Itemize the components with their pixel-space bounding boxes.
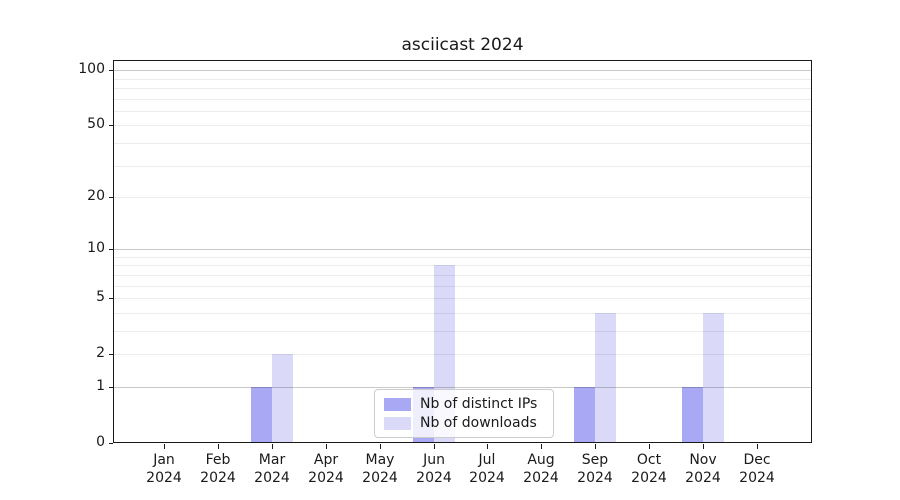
x-tick-jan	[164, 444, 165, 449]
gridline-7	[114, 275, 811, 276]
y-tick-label-100: 100	[78, 61, 105, 77]
y-tick-0	[109, 443, 113, 444]
x-tick-label-jul: Jul 2024	[469, 452, 505, 486]
y-tick-label-5: 5	[96, 289, 105, 305]
bar-distinct-ips-mar	[250, 386, 272, 442]
gridline-100	[114, 70, 811, 71]
y-tick-20	[109, 197, 113, 198]
legend-item-downloads: Nb of downloads	[384, 415, 544, 431]
y-tick-2	[109, 354, 113, 355]
gridline-4	[114, 313, 811, 314]
legend: Nb of distinct IPs Nb of downloads	[374, 389, 554, 438]
gridline-5	[114, 298, 811, 299]
legend-label-distinct-ips: Nb of distinct IPs	[420, 396, 538, 412]
bar-distinct-ips-sep	[574, 386, 596, 442]
y-tick-label-2: 2	[96, 345, 105, 361]
x-tick-label-apr: Apr 2024	[308, 452, 344, 486]
bar-distinct-ips-nov	[682, 386, 703, 442]
legend-label-downloads: Nb of downloads	[420, 415, 537, 431]
x-tick-label-sep: Sep 2024	[577, 452, 613, 486]
legend-swatch-downloads	[384, 416, 411, 430]
y-tick-10	[109, 249, 113, 250]
x-tick-label-feb: Feb 2024	[200, 452, 236, 486]
gridline-70	[114, 99, 811, 100]
y-tick-label-10: 10	[87, 240, 105, 256]
y-tick-label-50: 50	[87, 116, 105, 132]
x-tick-label-jun: Jun 2024	[416, 452, 452, 486]
y-tick-label-1: 1	[96, 378, 105, 394]
gridline-3	[114, 331, 811, 332]
x-tick-label-jan: Jan 2024	[146, 452, 182, 486]
x-tick-label-oct: Oct 2024	[631, 452, 667, 486]
gridline-6	[114, 286, 811, 287]
y-tick-label-0: 0	[96, 434, 105, 450]
legend-swatch-distinct-ips	[384, 397, 411, 411]
x-tick-nov	[703, 444, 704, 449]
y-tick-1	[109, 387, 113, 388]
x-tick-label-dec: Dec 2024	[739, 452, 775, 486]
x-tick-jul	[487, 444, 488, 449]
x-tick-label-may: May 2024	[362, 452, 398, 486]
gridline-9	[114, 257, 811, 258]
x-tick-label-mar: Mar 2024	[254, 452, 290, 486]
gridline-10	[114, 249, 811, 250]
x-tick-may	[380, 444, 381, 449]
y-tick-50	[109, 125, 113, 126]
x-tick-feb	[218, 444, 219, 449]
x-tick-aug	[541, 444, 542, 449]
gridline-20	[114, 197, 811, 198]
bar-downloads-nov	[703, 312, 724, 442]
plot-area	[113, 60, 812, 443]
gridline-1	[114, 387, 811, 388]
bar-downloads-sep	[595, 312, 617, 442]
legend-item-distinct-ips: Nb of distinct IPs	[384, 396, 544, 412]
y-tick-label-20: 20	[87, 188, 105, 204]
gridline-8	[114, 265, 811, 266]
y-tick-5	[109, 298, 113, 299]
x-tick-apr	[326, 444, 327, 449]
gridline-30	[114, 166, 811, 167]
x-tick-label-nov: Nov 2024	[685, 452, 721, 486]
chart-title: asciicast 2024	[401, 35, 524, 55]
bar-downloads-mar	[271, 354, 293, 442]
gridline-80	[114, 88, 811, 89]
x-tick-label-aug: Aug 2024	[523, 452, 559, 486]
gridline-2	[114, 354, 811, 355]
x-tick-dec	[757, 444, 758, 449]
gridline-40	[114, 143, 811, 144]
x-tick-sep	[595, 444, 596, 449]
gridline-60	[114, 111, 811, 112]
x-tick-oct	[649, 444, 650, 449]
y-tick-100	[109, 70, 113, 71]
gridline-50	[114, 125, 811, 126]
x-tick-jun	[434, 444, 435, 449]
gridline-90	[114, 79, 811, 80]
x-tick-mar	[272, 444, 273, 449]
